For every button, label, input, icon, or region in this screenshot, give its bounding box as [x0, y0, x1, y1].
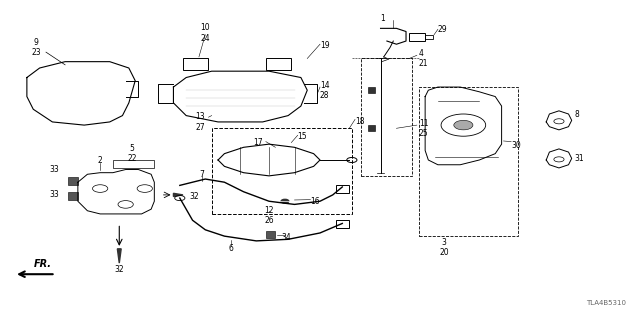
- Text: TLA4B5310: TLA4B5310: [586, 300, 626, 306]
- Text: 10
24: 10 24: [200, 23, 210, 43]
- Text: 31: 31: [575, 154, 584, 163]
- Circle shape: [281, 199, 289, 203]
- Bar: [425, 35, 433, 39]
- Bar: [266, 231, 275, 238]
- Text: 29: 29: [438, 25, 447, 35]
- Text: 12
26: 12 26: [264, 206, 274, 225]
- Text: FR.: FR.: [34, 260, 52, 269]
- Text: 32: 32: [115, 265, 124, 274]
- Text: 19: 19: [320, 41, 330, 50]
- Text: 33: 33: [49, 165, 59, 174]
- Text: 11
25: 11 25: [419, 119, 428, 138]
- Text: 9
23: 9 23: [31, 38, 41, 57]
- Bar: [68, 178, 78, 185]
- Text: 6: 6: [228, 244, 233, 253]
- Text: 3
20: 3 20: [440, 237, 449, 257]
- Bar: [368, 87, 376, 93]
- Text: 33: 33: [49, 190, 59, 199]
- Text: 34: 34: [282, 233, 291, 242]
- Circle shape: [454, 120, 473, 130]
- Polygon shape: [117, 249, 121, 263]
- Text: 18: 18: [355, 117, 365, 126]
- Bar: [336, 220, 349, 228]
- Bar: [68, 192, 78, 200]
- Text: 16: 16: [310, 197, 320, 206]
- Text: 1: 1: [380, 14, 385, 23]
- Text: 15: 15: [298, 132, 307, 141]
- Text: 13
27: 13 27: [196, 112, 205, 132]
- Text: 5
22: 5 22: [127, 144, 137, 163]
- Text: 4
21: 4 21: [419, 49, 428, 68]
- Text: 2: 2: [98, 156, 102, 164]
- Bar: [368, 125, 376, 132]
- Text: 8: 8: [575, 109, 580, 118]
- Polygon shape: [173, 193, 183, 196]
- Text: 7: 7: [200, 170, 205, 179]
- Bar: [336, 185, 349, 193]
- Text: 14
28: 14 28: [320, 81, 330, 100]
- Text: 17: 17: [253, 138, 262, 147]
- Text: 32: 32: [189, 192, 199, 201]
- Text: 30: 30: [511, 141, 521, 150]
